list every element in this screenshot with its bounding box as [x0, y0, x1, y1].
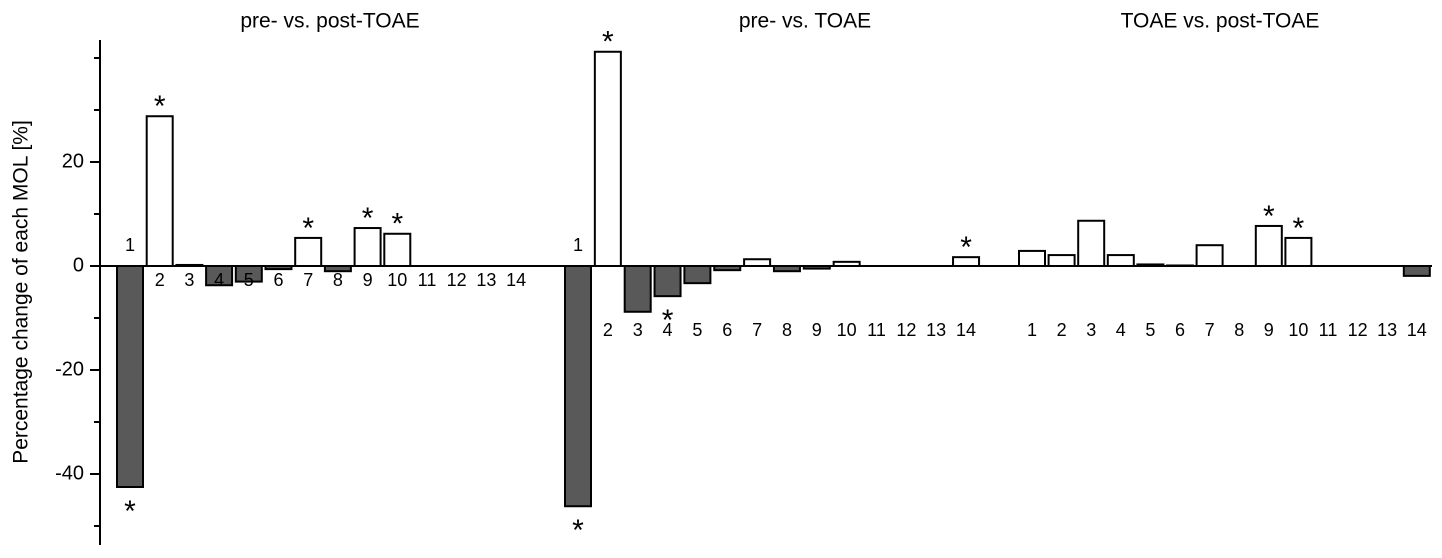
significance-label: * [960, 231, 972, 264]
bar [655, 266, 681, 296]
bar [595, 52, 621, 266]
category-label: 13 [476, 270, 496, 290]
category-label: 10 [1288, 320, 1308, 340]
category-label: 13 [1377, 320, 1397, 340]
panel-title: TOAE vs. post-TOAE [1121, 10, 1320, 33]
significance-label: * [362, 202, 374, 235]
category-label: 10 [837, 320, 857, 340]
significance-label: * [1263, 200, 1275, 233]
significance-label: * [302, 212, 314, 245]
category-label: 2 [603, 320, 613, 340]
category-label: 8 [782, 320, 792, 340]
category-label: 11 [867, 320, 886, 340]
category-label: 11 [1319, 320, 1338, 340]
bar [565, 266, 591, 506]
category-label: 14 [1407, 320, 1427, 340]
category-label: 3 [184, 270, 194, 290]
category-label: 12 [1348, 320, 1368, 340]
significance-label: * [124, 495, 136, 528]
category-label: 1 [125, 235, 135, 255]
bar [684, 266, 710, 283]
category-label: 6 [273, 270, 283, 290]
category-label: 7 [303, 270, 313, 290]
category-label: 10 [387, 270, 407, 290]
category-label: 5 [1145, 320, 1155, 340]
category-label: 11 [418, 270, 437, 290]
category-label: 6 [722, 320, 732, 340]
category-label: 14 [956, 320, 976, 340]
category-label: 5 [692, 320, 702, 340]
category-label: 8 [1234, 320, 1244, 340]
category-label: 4 [1116, 320, 1126, 340]
category-label: 9 [363, 270, 373, 290]
category-label: 12 [447, 270, 467, 290]
y-tick-label: 0 [73, 254, 84, 276]
category-label: 3 [633, 320, 643, 340]
bar [744, 259, 770, 266]
bar [266, 266, 292, 269]
bar [714, 266, 740, 270]
bar [804, 266, 830, 269]
bar [1108, 255, 1134, 266]
significance-label: * [662, 304, 674, 337]
significance-label: * [154, 90, 166, 123]
bar [1137, 264, 1163, 266]
bar [1078, 221, 1104, 266]
bar [1019, 251, 1045, 266]
category-label: 1 [573, 235, 583, 255]
category-label: 4 [214, 270, 224, 290]
category-label: 6 [1175, 320, 1185, 340]
category-label: 9 [1264, 320, 1274, 340]
panel-title: pre- vs. post-TOAE [240, 10, 419, 33]
category-label: 1 [1027, 320, 1037, 340]
bar [147, 116, 173, 266]
significance-label: * [602, 26, 614, 59]
chart: -40 -20 0 20 Percentage change of each MOL [… [0, 0, 1442, 558]
significance-label: * [391, 208, 403, 241]
bar [625, 266, 651, 312]
y-tick-label: 20 [62, 150, 84, 172]
bar [117, 266, 143, 487]
category-label: 2 [1057, 320, 1067, 340]
category-label: 8 [333, 270, 343, 290]
category-label: 9 [812, 320, 822, 340]
bar [176, 265, 202, 266]
significance-label: * [1293, 212, 1305, 245]
y-axis-label: Percentage change of each MOL [%] [10, 120, 33, 464]
category-label: 5 [244, 270, 254, 290]
category-label: 7 [752, 320, 762, 340]
bar [1404, 266, 1430, 276]
bar [834, 262, 860, 266]
significance-label: * [572, 514, 584, 547]
panel-title: pre- vs. TOAE [739, 10, 871, 33]
bar [774, 266, 800, 271]
category-label: 7 [1205, 320, 1215, 340]
y-tick-label: -40 [55, 462, 84, 484]
y-tick-label: -20 [55, 358, 84, 380]
category-label: 12 [896, 320, 916, 340]
bar [1167, 265, 1193, 266]
bar [1197, 245, 1223, 266]
category-label: 13 [926, 320, 946, 340]
category-label: 14 [506, 270, 526, 290]
bar [1049, 255, 1075, 266]
category-label: 3 [1086, 320, 1096, 340]
category-label: 2 [155, 270, 165, 290]
